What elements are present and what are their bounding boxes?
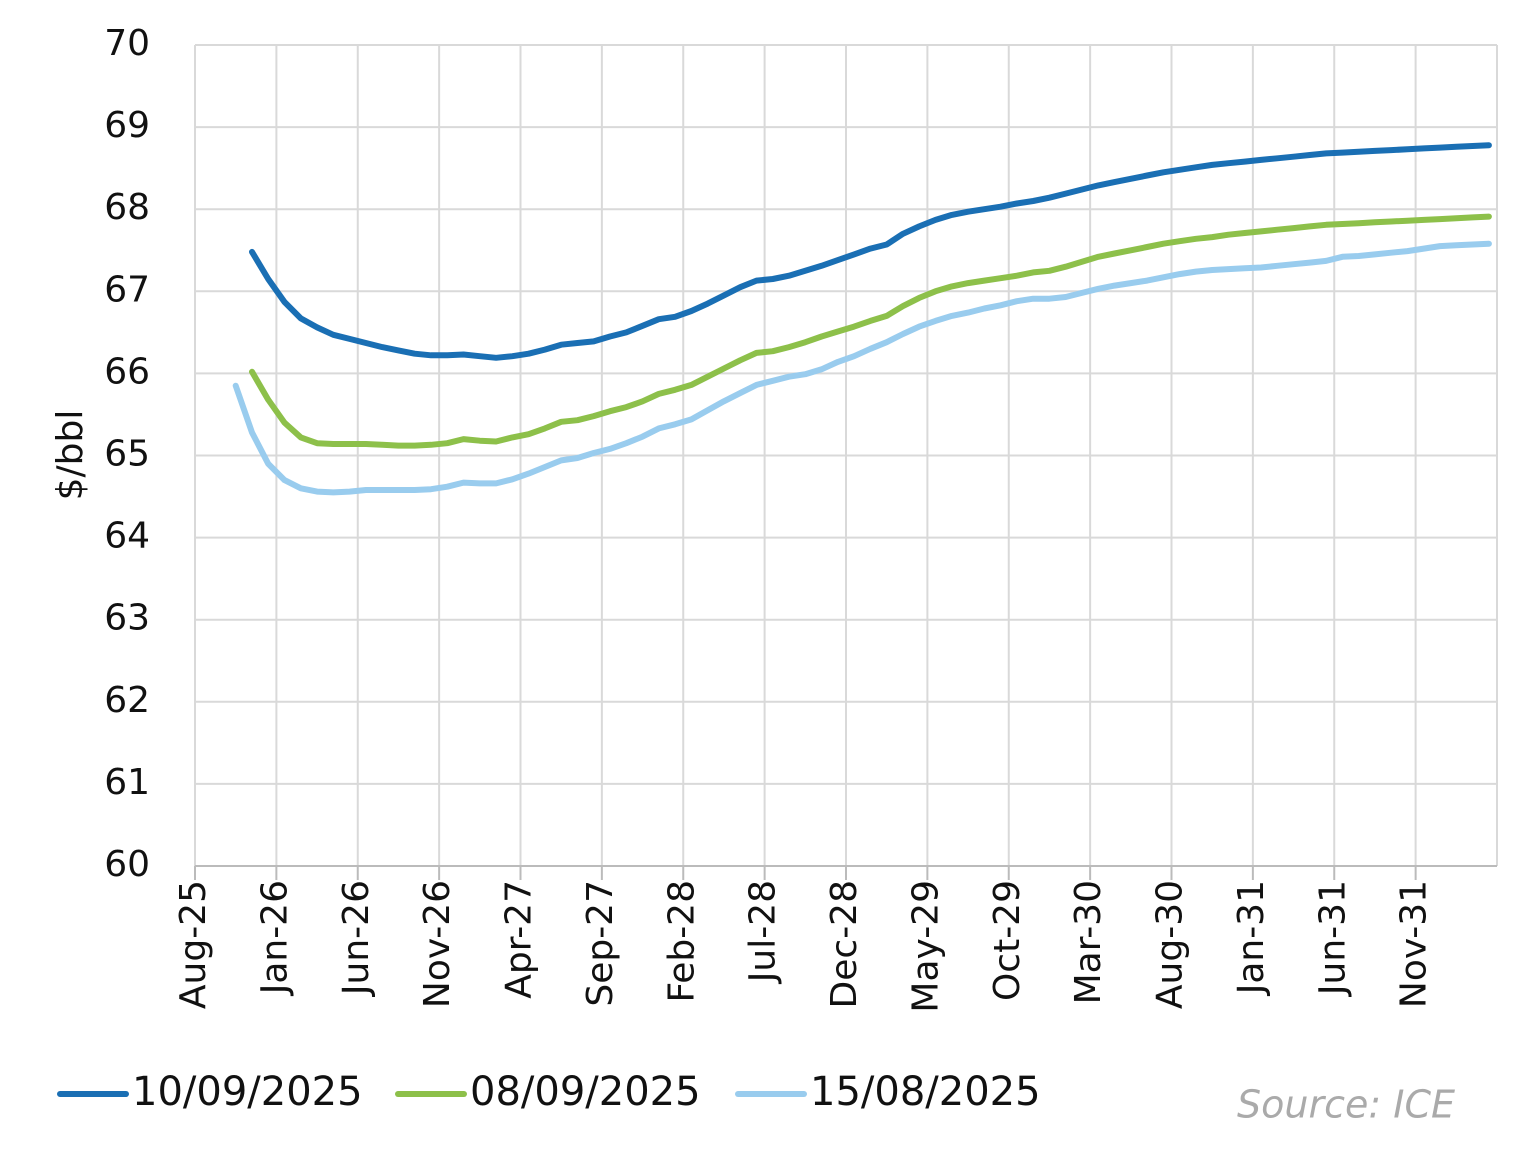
x-tick-label: Apr-27 xyxy=(499,880,540,999)
y-tick-label: 60 xyxy=(104,844,150,885)
series-line xyxy=(232,240,1492,496)
series-line xyxy=(249,142,1492,361)
y-tick-label: 69 xyxy=(104,105,150,146)
x-tick-label: Jun-31 xyxy=(1312,880,1353,997)
y-tick-label: 67 xyxy=(104,269,150,310)
y-tick-label: 70 xyxy=(104,23,150,64)
x-tick-label: May-29 xyxy=(905,880,946,1013)
y-tick-label: 61 xyxy=(104,762,150,803)
x-tick-label: Jul-28 xyxy=(743,880,784,984)
source-note: Source: ICE xyxy=(1237,1083,1455,1127)
y-tick-label: 66 xyxy=(104,351,150,392)
x-tick-label: Jan-31 xyxy=(1231,880,1272,996)
y-tick-label: 63 xyxy=(104,598,150,639)
y-tick-label: 65 xyxy=(104,434,150,475)
y-axis-label: $/bbl xyxy=(50,410,91,501)
y-tick-label: 64 xyxy=(104,516,150,557)
x-tick-label: Feb-28 xyxy=(661,880,702,1003)
x-tick-label: Nov-31 xyxy=(1394,880,1435,1008)
x-tick-label: Oct-29 xyxy=(987,880,1028,1001)
x-tick-label: Jun-26 xyxy=(336,880,377,997)
legend-label: 10/09/2025 xyxy=(132,1069,363,1115)
legend-label: 15/08/2025 xyxy=(810,1069,1041,1115)
series-line xyxy=(249,213,1492,449)
x-tick-label: Sep-27 xyxy=(580,880,621,1007)
x-tick-label: Dec-28 xyxy=(824,880,865,1008)
y-tick-label: 68 xyxy=(104,187,150,228)
x-tick-label: Aug-25 xyxy=(173,880,214,1009)
y-tick-label: 62 xyxy=(104,680,150,721)
x-tick-label: Jan-26 xyxy=(254,880,295,996)
legend-label: 08/09/2025 xyxy=(470,1069,701,1115)
x-tick-label: Nov-26 xyxy=(417,880,458,1008)
x-tick-label: Aug-30 xyxy=(1150,880,1191,1009)
x-tick-label: Mar-30 xyxy=(1068,880,1109,1004)
